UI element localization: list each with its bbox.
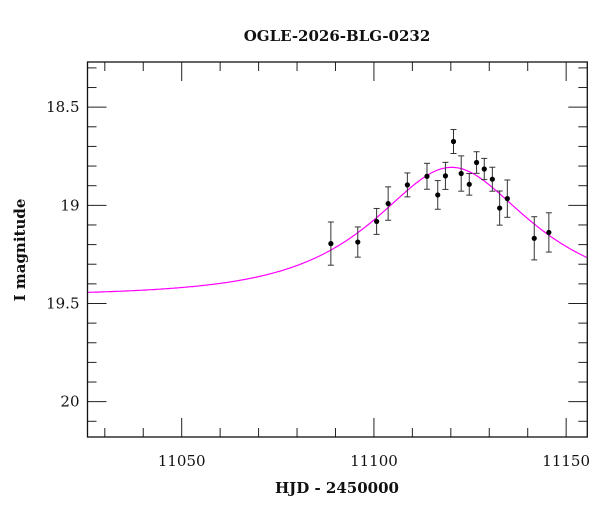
y-tick-label: 19.5	[46, 294, 79, 312]
data-point	[531, 216, 538, 261]
x-tick-label: 11150	[542, 452, 590, 470]
data-point-marker	[424, 173, 430, 179]
data-point-marker	[481, 166, 487, 172]
data-point-marker	[450, 138, 457, 145]
plot-frame	[86, 61, 588, 438]
data-point	[354, 226, 361, 258]
y-axis-label: I magnitude	[11, 199, 29, 302]
data-point	[466, 173, 473, 196]
data-points-group	[327, 129, 552, 266]
data-point	[434, 180, 441, 210]
model-curve-line	[87, 166, 587, 293]
x-tick-label: 11050	[158, 452, 206, 470]
data-point-marker	[355, 239, 361, 245]
data-point	[489, 166, 496, 192]
data-point	[473, 151, 480, 174]
y-tick-label: 18.5	[46, 98, 79, 116]
data-point	[423, 162, 430, 190]
data-point	[450, 129, 457, 154]
data-point-marker	[546, 229, 552, 236]
data-point-marker	[466, 181, 472, 187]
data-point-marker	[374, 218, 380, 225]
data-point	[373, 207, 380, 235]
data-point-marker	[497, 205, 503, 211]
data-point	[481, 157, 488, 181]
data-point-marker	[504, 196, 510, 202]
data-point-marker	[442, 173, 449, 179]
tick-labels: 11050 11100 11150 18.5 19 19.5 20	[46, 98, 590, 470]
data-point	[496, 190, 503, 226]
data-point-marker	[473, 159, 480, 166]
model-curve-group	[87, 166, 587, 293]
y-tick-label: 19	[60, 196, 79, 214]
y-tick-label: 20	[60, 393, 79, 411]
data-point	[327, 221, 334, 266]
data-point	[458, 155, 465, 192]
data-point	[545, 212, 552, 253]
data-point-marker	[328, 241, 334, 247]
x-axis-label: HJD - 2450000	[275, 479, 399, 497]
axis-ticks	[87, 62, 588, 437]
chart-title: OGLE-2026-BLG-0232	[244, 27, 431, 45]
x-tick-label: 11100	[350, 452, 398, 470]
data-point-marker	[435, 192, 441, 198]
data-point-marker	[531, 235, 537, 241]
data-point-marker	[489, 176, 495, 182]
data-point	[404, 172, 411, 198]
data-point-marker	[404, 182, 410, 188]
data-point	[442, 161, 449, 190]
data-point-marker	[385, 200, 391, 207]
data-point	[504, 179, 511, 218]
data-point-marker	[458, 170, 464, 177]
data-point	[385, 186, 392, 221]
